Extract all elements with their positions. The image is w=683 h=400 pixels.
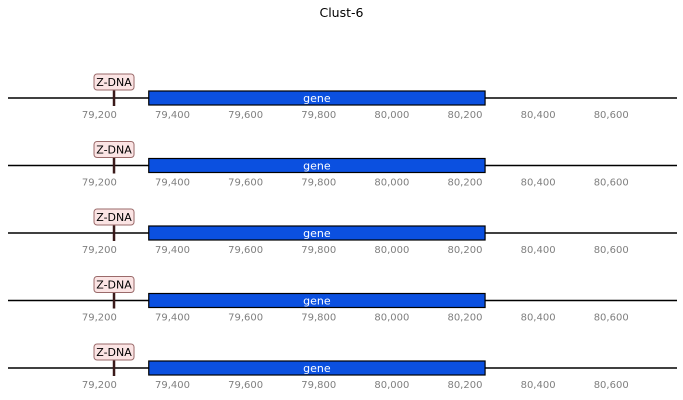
tick-label: 79,400 <box>155 313 190 324</box>
feature-label: Z-DNA <box>96 346 132 359</box>
feature-label: Z-DNA <box>96 76 132 89</box>
tick-label: 80,200 <box>447 380 482 391</box>
tick-label: 80,000 <box>374 245 409 256</box>
tick-label: 80,200 <box>447 313 482 324</box>
tick-label: 80,600 <box>594 178 629 189</box>
tick-label: 79,400 <box>155 245 190 256</box>
feature-label-box <box>93 276 135 293</box>
tick-label: 80,200 <box>447 245 482 256</box>
tick-label: 79,200 <box>82 380 117 391</box>
feature-label-box <box>93 343 135 361</box>
tick-label: 80,400 <box>521 245 556 256</box>
tick-label: 80,600 <box>594 245 629 256</box>
tick-label: 79,600 <box>228 245 263 256</box>
feature-label-box <box>93 141 135 158</box>
tick-label: 80,000 <box>374 110 409 121</box>
figure-title: Clust-6 <box>319 5 364 20</box>
tick-label: 80,000 <box>374 380 409 391</box>
gene-label: gene <box>303 160 331 173</box>
gene-box <box>148 90 486 106</box>
tick-label: 79,600 <box>228 380 263 391</box>
tick-label: 80,200 <box>447 110 482 121</box>
tick-label: 79,800 <box>301 313 336 324</box>
gene-label: gene <box>303 295 331 308</box>
tick-label: 80,000 <box>374 313 409 324</box>
tick-label: 79,800 <box>301 178 336 189</box>
tick-label: 80,600 <box>594 380 629 391</box>
tick-label: 80,600 <box>594 313 629 324</box>
tick-label: 80,400 <box>521 178 556 189</box>
tick-label: 80,600 <box>594 110 629 121</box>
tick-label: 80,000 <box>374 178 409 189</box>
tick-label: 79,600 <box>228 110 263 121</box>
gene-label: gene <box>303 227 331 240</box>
tick-label: 79,400 <box>155 380 190 391</box>
gene-box <box>148 360 486 376</box>
gene-label: gene <box>303 362 331 375</box>
feature-label: Z-DNA <box>96 211 132 224</box>
tick-label: 79,200 <box>82 313 117 324</box>
tick-label: 80,400 <box>521 313 556 324</box>
tick-label: 80,200 <box>447 178 482 189</box>
gene-box <box>148 157 486 174</box>
feature-label: Z-DNA <box>96 144 132 157</box>
tick-label: 80,400 <box>521 380 556 391</box>
tick-label: 79,200 <box>82 178 117 189</box>
tick-label: 79,800 <box>301 245 336 256</box>
tick-label: 80,400 <box>521 110 556 121</box>
feature-label-box <box>93 208 135 226</box>
feature-label: Z-DNA <box>96 279 132 292</box>
gene-label: gene <box>303 92 331 105</box>
gene-box <box>148 292 486 309</box>
tick-label: 79,400 <box>155 110 190 121</box>
feature-label-box <box>93 73 135 91</box>
tick-label: 79,400 <box>155 178 190 189</box>
tick-label: 79,600 <box>228 178 263 189</box>
tick-label: 79,200 <box>82 110 117 121</box>
tick-label: 79,600 <box>228 313 263 324</box>
tick-label: 79,800 <box>301 380 336 391</box>
tick-label: 79,200 <box>82 245 117 256</box>
gene-box <box>148 225 486 241</box>
tick-label: 79,800 <box>301 110 336 121</box>
